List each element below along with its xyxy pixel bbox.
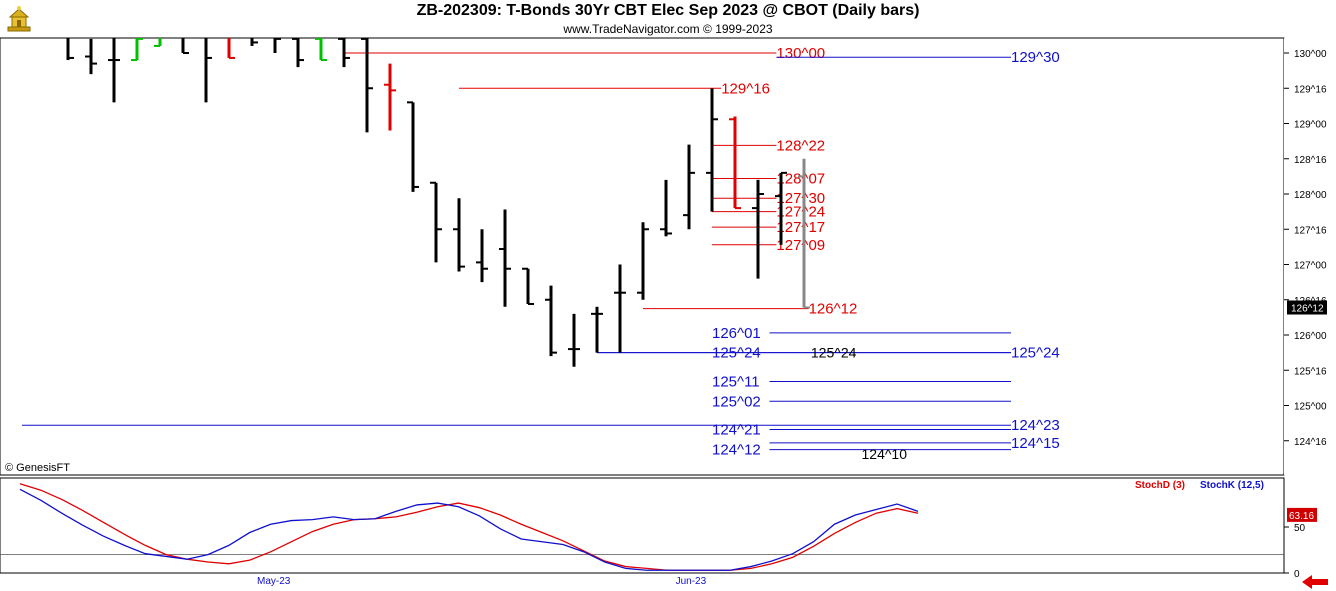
y-axis-tick-label: 124^16: [1294, 437, 1327, 448]
ohlc-bar: [250, 38, 258, 46]
y-axis-tick-label: 129^00: [1294, 120, 1327, 131]
ohlc-bar: [131, 38, 143, 62]
stoch-series-line: [19, 483, 919, 571]
ohlc-bar: [499, 209, 511, 307]
y-axis-tick-label: 128^16: [1294, 155, 1327, 166]
y-axis-tick-label: 126^00: [1294, 331, 1327, 342]
level-label: 126^01: [712, 325, 761, 342]
last-price-label: 126^12: [1291, 304, 1324, 315]
level-label: 124^12: [712, 442, 761, 459]
stochastic-panel[interactable]: StochD (3) StochK (12,5) 50 0 63.16 May-23 Jun…: [0, 476, 1336, 591]
ohlc-bar: [292, 38, 304, 68]
stoch-last-value-label: 63.16: [1289, 511, 1314, 522]
ohlc-bar: [273, 38, 281, 53]
level-label: 128^07: [776, 170, 825, 187]
y-axis-tick-label: 125^00: [1294, 402, 1327, 413]
level-label: 125^11: [712, 374, 760, 391]
x-axis-date-label: Jun-23: [676, 576, 707, 587]
ohlc-bar: [453, 198, 465, 272]
stoch-plot-frame: [0, 477, 1285, 574]
level-label: 126^12: [809, 301, 858, 318]
ohlc-bar: [108, 38, 120, 103]
level-label: 124^23: [1011, 417, 1060, 434]
ohlc-bar: [683, 144, 695, 230]
ohlc-bar: [407, 101, 419, 192]
level-label: 125^02: [712, 393, 761, 410]
level-label: 128^22: [776, 137, 825, 154]
y-axis-tick-label: 127^00: [1294, 261, 1327, 272]
last-price-marker: [1287, 300, 1327, 315]
level-label: 127^17: [776, 219, 825, 236]
level-label: 125^24: [1011, 345, 1060, 362]
y-axis-tick-label: 130^00: [1294, 49, 1327, 60]
y-axis-tick-label: 129^16: [1294, 84, 1327, 95]
stoch-axis-tick-label: 50: [1294, 523, 1306, 534]
ohlc-bar: [361, 38, 373, 133]
ohlc-bar: [204, 38, 212, 103]
ohlc-bar: [706, 88, 718, 212]
watermark-text: © GenesisFT: [5, 462, 70, 474]
genesis-logo-icon: [2, 3, 36, 35]
stoch-legend-k: StochK (12,5): [1200, 480, 1264, 491]
chart-title: ZB-202309: T-Bonds 30Yr CBT Elec Sep 202…: [416, 2, 920, 19]
scroll-left-arrow-icon[interactable]: [1300, 574, 1330, 590]
level-label: 130^00: [776, 45, 825, 62]
ohlc-bar: [752, 179, 764, 279]
level-label: 127^09: [776, 237, 825, 254]
ohlc-bar: [476, 229, 488, 283]
ohlc-bar: [227, 38, 235, 59]
ohlc-bar: [614, 264, 626, 353]
ohlc-bar: [66, 38, 74, 61]
ohlc-bar: [338, 38, 350, 68]
level-label: 124^21: [712, 421, 761, 438]
stoch-axis-tick-label: 0: [1294, 569, 1300, 580]
stoch-last-value-marker: [1287, 507, 1317, 522]
ohlc-bar: [430, 181, 442, 263]
y-axis-tick-label: 125^16: [1294, 366, 1327, 377]
level-label: 127^30: [776, 190, 825, 207]
level-label: 127^24: [776, 204, 825, 221]
price-axis-background: [1284, 38, 1336, 475]
price-plot-area: 130^00 129^30129^16128^22128^07127^30127^…: [22, 38, 1060, 462]
level-label: 124^10: [862, 446, 908, 462]
ohlc-bar: [154, 38, 162, 47]
ohlc-bar: [660, 179, 672, 237]
chart-subtitle: www.TradeNavigator.com © 1999-2023: [563, 22, 773, 36]
y-axis-tick-label: 127^16: [1294, 225, 1327, 236]
ohlc-bar: [775, 171, 787, 245]
ohlc-bar: [637, 222, 649, 300]
ohlc-bar: [384, 63, 396, 131]
x-axis-date-label: May-23: [257, 576, 291, 587]
ohlc-bar: [798, 158, 810, 309]
ohlc-bar: [315, 38, 327, 62]
y-axis-tick-label: 128^00: [1294, 190, 1327, 201]
level-label: 124^15: [1011, 435, 1060, 452]
level-label: 129^30: [1011, 49, 1060, 66]
level-label: 125^24: [811, 345, 857, 361]
ohlc-bar: [591, 306, 603, 353]
ohlc-bar: [522, 267, 534, 305]
ohlc-bar: [568, 313, 580, 367]
price-chart[interactable]: 130^00 129^30129^16128^22128^07127^30127^…: [0, 0, 1336, 476]
ohlc-bar: [729, 116, 741, 210]
level-label: 129^16: [721, 80, 770, 97]
stoch-series-line: [19, 488, 919, 571]
ohlc-bar: [85, 38, 97, 75]
stoch-legend-d: StochD (3): [1135, 480, 1185, 491]
ohlc-bar: [181, 38, 189, 54]
ohlc-bar: [545, 285, 557, 357]
